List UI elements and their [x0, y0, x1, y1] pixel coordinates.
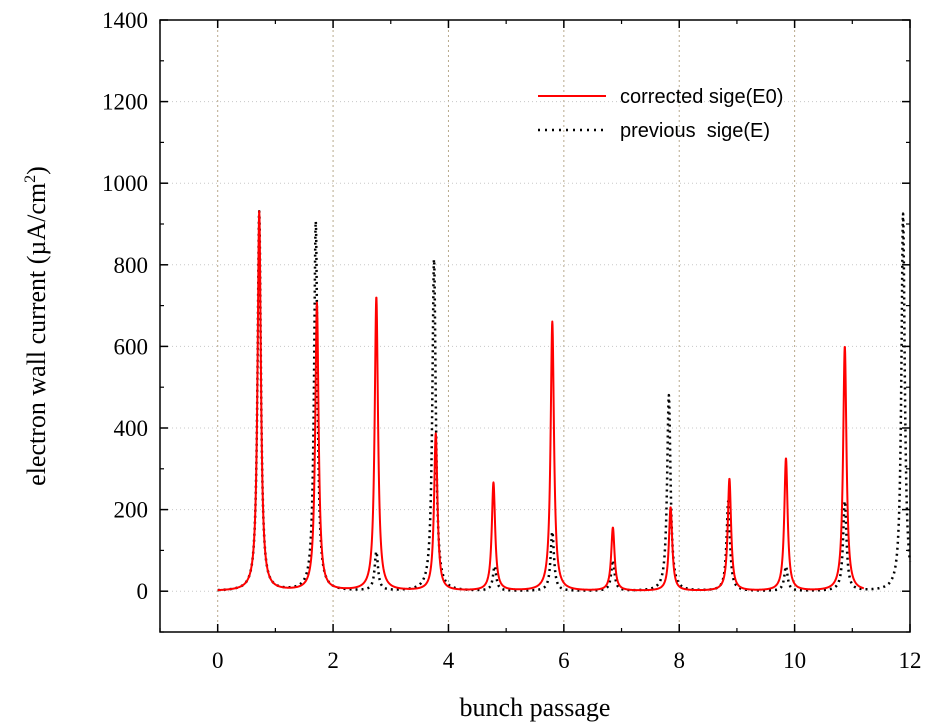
y-tick-label: 1400 [102, 8, 148, 33]
x-tick-label: 6 [558, 648, 570, 673]
y-tick-label: 1200 [102, 90, 148, 115]
legend-label-previous: previous sige(E) [620, 120, 770, 142]
y-axis-title-main: electron wall current (µA/cm [22, 183, 51, 486]
plot-frame [159, 19, 911, 633]
y-tick-label: 400 [114, 416, 149, 441]
legend-label-corrected: corrected sige(E0) [620, 86, 783, 108]
x-axis-title: bunch passage [460, 693, 611, 722]
series-line-corrected [216, 210, 865, 592]
x-tick-label: 10 [783, 648, 806, 673]
y-tick-label: 800 [114, 253, 149, 278]
y-tick-label: 0 [137, 579, 149, 604]
series-layer [216, 209, 912, 592]
y-tick-label: 200 [114, 498, 149, 523]
y-tick-label: 600 [114, 334, 149, 359]
legend: corrected sige(E0) previous sige(E) [538, 86, 783, 142]
y-tick-label: 1000 [102, 171, 148, 196]
x-tick-label: 4 [443, 648, 455, 673]
y-axis-title-close: ) [22, 166, 51, 175]
x-tick-label: 0 [212, 648, 224, 673]
y-axis-title-sup: 2 [22, 175, 39, 183]
tick-layer: 0 2 4 6 8 10 12 0 200 400 600 800 1000 1200 1400 [102, 8, 922, 673]
x-tick-label: 8 [673, 648, 685, 673]
grid-layer [160, 20, 910, 632]
x-tick-label: 12 [899, 648, 922, 673]
x-tick-label: 2 [327, 648, 339, 673]
y-axis-title: electron wall current (µA/cm2) [22, 166, 51, 486]
